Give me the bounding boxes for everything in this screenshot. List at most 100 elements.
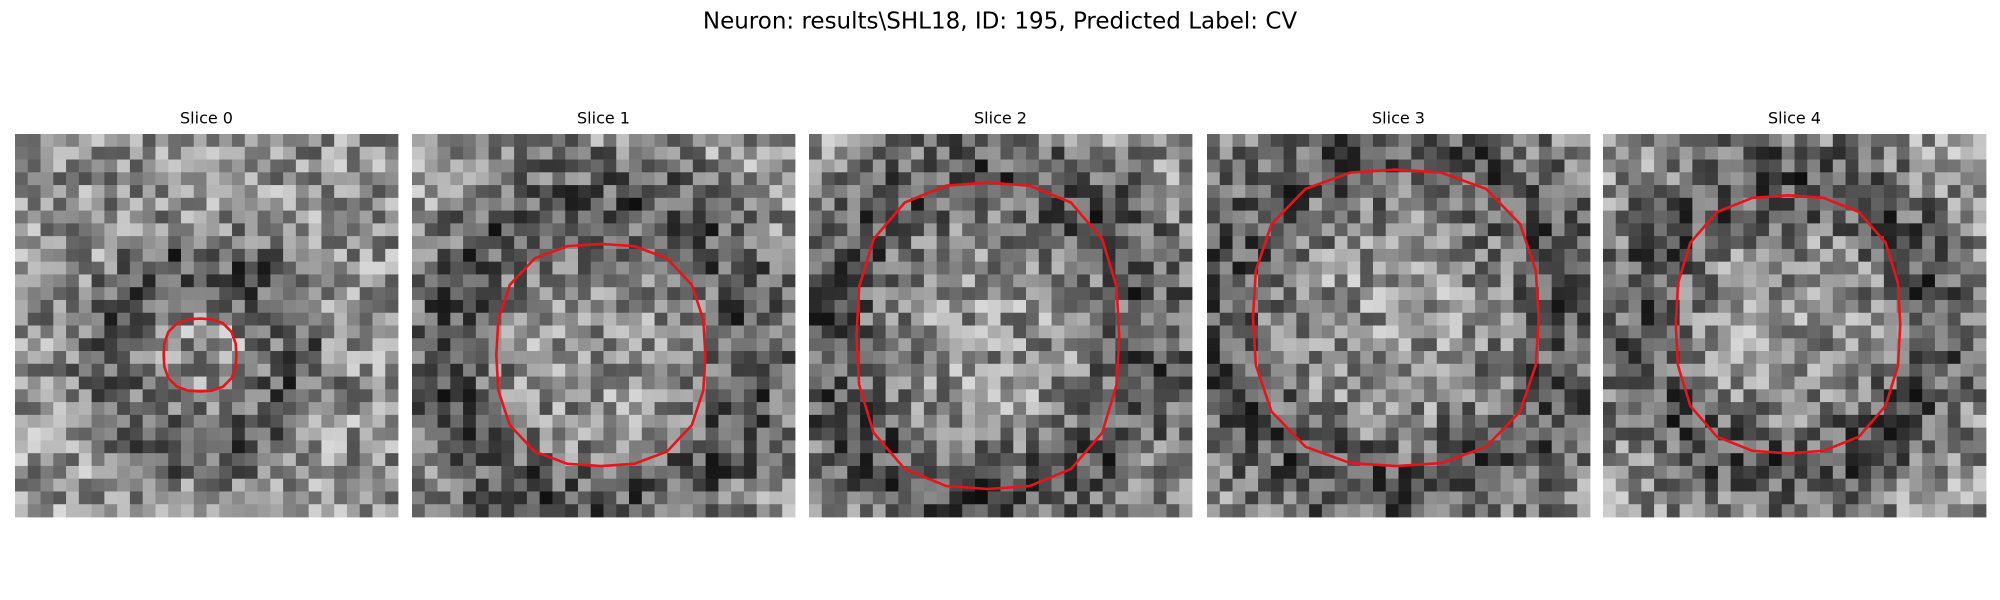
pixel	[1858, 197, 1872, 211]
pixel	[1487, 478, 1502, 492]
pixel	[1051, 414, 1065, 429]
pixel	[847, 478, 861, 492]
pixel	[1871, 223, 1885, 237]
pixel	[1449, 478, 1463, 492]
pixel	[1245, 478, 1259, 492]
pixel	[129, 236, 144, 250]
pixel	[809, 248, 823, 263]
pixel	[1768, 427, 1783, 441]
pixel	[27, 351, 41, 365]
pixel	[1845, 504, 1859, 518]
pixel	[590, 376, 604, 390]
pixel	[1577, 236, 1591, 250]
pixel	[1219, 389, 1233, 403]
pixel	[936, 491, 950, 505]
pixel	[718, 236, 732, 250]
pixel	[1385, 440, 1399, 454]
pixel	[1487, 159, 1502, 173]
pixel	[1207, 261, 1221, 275]
pixel	[1781, 287, 1795, 301]
pixel	[680, 402, 694, 416]
pixel	[1449, 402, 1463, 416]
pixel	[1781, 261, 1795, 275]
pixel	[731, 440, 745, 454]
pixel	[1628, 312, 1642, 326]
pixel	[1347, 261, 1361, 275]
pixel	[1089, 363, 1104, 377]
pixel	[565, 465, 579, 480]
pixel	[1628, 185, 1642, 199]
pixel	[1179, 146, 1193, 160]
pixel	[1526, 389, 1540, 403]
pixel	[1513, 312, 1527, 326]
pixel	[911, 338, 925, 352]
pixel	[1564, 465, 1578, 480]
pixel	[1564, 338, 1578, 352]
pixel	[295, 299, 310, 314]
pixel	[1692, 274, 1706, 288]
pixel	[40, 236, 54, 250]
pixel	[129, 402, 144, 416]
pixel	[334, 363, 348, 377]
pixel	[1000, 478, 1014, 492]
pixel	[1475, 351, 1489, 365]
pixel	[1551, 338, 1565, 352]
pixel	[962, 185, 976, 199]
pixel	[1947, 465, 1961, 480]
pixel	[1166, 478, 1180, 492]
pixel	[1398, 427, 1412, 441]
pixel	[488, 146, 502, 160]
pixel	[1934, 427, 1949, 441]
pixel	[1832, 248, 1846, 263]
pixel	[1603, 299, 1617, 314]
pixel	[1756, 210, 1770, 224]
pixel	[463, 414, 477, 429]
pixel	[1166, 325, 1180, 339]
pixel	[1115, 210, 1129, 224]
pixel	[1398, 210, 1412, 224]
pixel	[308, 236, 322, 250]
pixel	[769, 363, 783, 377]
pixel	[616, 338, 630, 352]
pixel	[1026, 159, 1040, 173]
pixel	[1679, 159, 1693, 173]
pixel	[654, 427, 668, 441]
pixel	[295, 363, 310, 377]
pixel	[1026, 236, 1040, 250]
pixel	[526, 134, 541, 148]
pixel	[809, 363, 823, 377]
pixel	[1628, 376, 1642, 390]
pixel	[475, 236, 489, 250]
pixel	[974, 274, 989, 288]
pixel	[155, 261, 169, 275]
pixel	[1077, 376, 1091, 390]
pixel	[692, 427, 707, 441]
pixel	[1000, 185, 1014, 199]
pixel	[1641, 325, 1655, 339]
pixel	[1051, 491, 1065, 505]
pixel	[514, 159, 528, 173]
pixel	[1283, 299, 1297, 314]
pixel	[821, 299, 835, 314]
pixel	[257, 159, 271, 173]
pixel	[1258, 274, 1272, 288]
pixel	[1064, 299, 1078, 314]
pixel	[974, 389, 989, 403]
pixel	[1832, 134, 1846, 148]
pixel	[168, 134, 182, 148]
pixel	[385, 491, 399, 505]
pixel	[705, 338, 719, 352]
pixel	[1500, 389, 1514, 403]
pixel	[872, 389, 886, 403]
pixel	[129, 338, 144, 352]
pixel	[1934, 402, 1949, 416]
pixel	[1692, 197, 1706, 211]
pixel	[718, 197, 732, 211]
pixel	[1166, 440, 1180, 454]
pixel	[654, 491, 668, 505]
pixel	[1153, 427, 1167, 441]
pixel	[1577, 453, 1591, 467]
pixel	[1551, 440, 1565, 454]
pixel	[898, 389, 912, 403]
pixel	[1347, 236, 1361, 250]
